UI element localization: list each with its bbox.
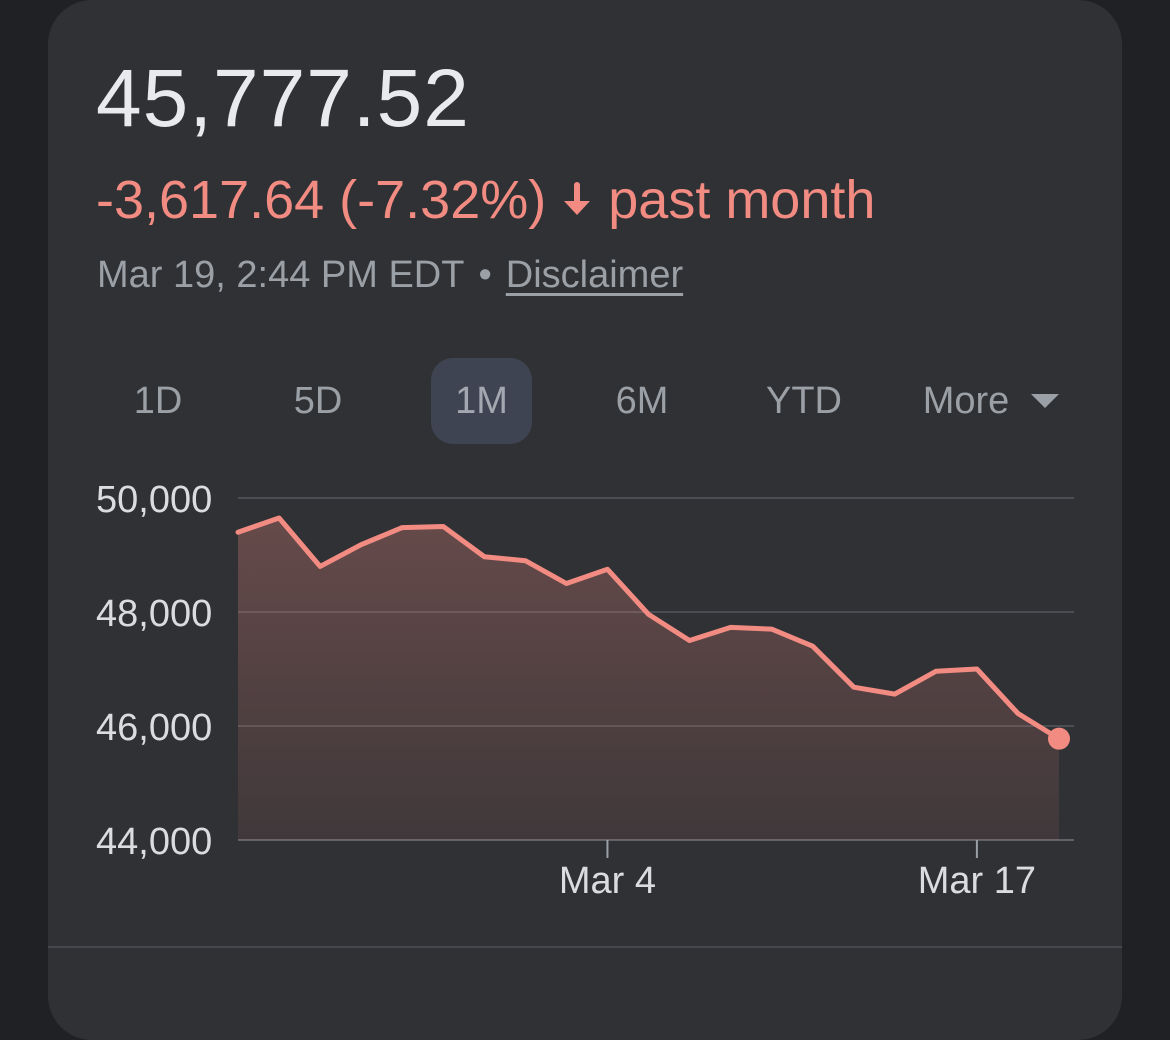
separator-dot: • bbox=[478, 254, 492, 296]
y-tick-label: 50,000 bbox=[96, 479, 212, 521]
tab-label: 1M bbox=[455, 379, 508, 422]
timestamp: Mar 19, 2:44 PM EDT bbox=[97, 254, 465, 296]
y-tick-label: 44,000 bbox=[96, 821, 212, 863]
y-tick-label: 46,000 bbox=[96, 707, 212, 749]
arrow-down-icon bbox=[564, 182, 591, 215]
current-price: 45,777.52 bbox=[96, 53, 470, 144]
x-tick-label: Mar 4 bbox=[559, 860, 656, 902]
dropdown-triangle-icon bbox=[1031, 394, 1060, 408]
meta-row: Mar 19, 2:44 PM EDT • Disclaimer bbox=[97, 256, 683, 294]
card-divider bbox=[48, 946, 1122, 948]
price-change-row: -3,617.64 (-7.32%) past month bbox=[96, 170, 875, 230]
period-label: past month bbox=[608, 170, 876, 230]
tab-1m[interactable]: 1M bbox=[431, 358, 532, 444]
tab-ytd[interactable]: YTD bbox=[744, 358, 864, 444]
tab-label: 6M bbox=[615, 379, 669, 422]
tab-label: 5D bbox=[293, 379, 343, 422]
x-tick-label: Mar 17 bbox=[918, 860, 1036, 902]
y-tick-label: 48,000 bbox=[96, 593, 212, 635]
tab-label: More bbox=[922, 379, 1010, 422]
tab-6m[interactable]: 6M bbox=[582, 358, 702, 444]
price-chart[interactable]: 50,000 48,000 46,000 44,000 Mar 4 Mar 17 bbox=[0, 0, 1170, 992]
area-fill bbox=[238, 518, 1059, 840]
tab-label: YTD bbox=[766, 379, 842, 422]
stock-card bbox=[48, 0, 1122, 1040]
price-change: -3,617.64 (-7.32%) bbox=[96, 170, 547, 230]
tab-1d[interactable]: 1D bbox=[98, 358, 218, 444]
price-line bbox=[235, 515, 1062, 742]
tab-5d[interactable]: 5D bbox=[258, 358, 378, 444]
last-point-marker bbox=[1048, 727, 1070, 750]
tab-more[interactable]: More bbox=[906, 358, 1076, 444]
disclaimer-link[interactable]: Disclaimer bbox=[505, 254, 684, 296]
tab-label: 1D bbox=[133, 379, 183, 422]
